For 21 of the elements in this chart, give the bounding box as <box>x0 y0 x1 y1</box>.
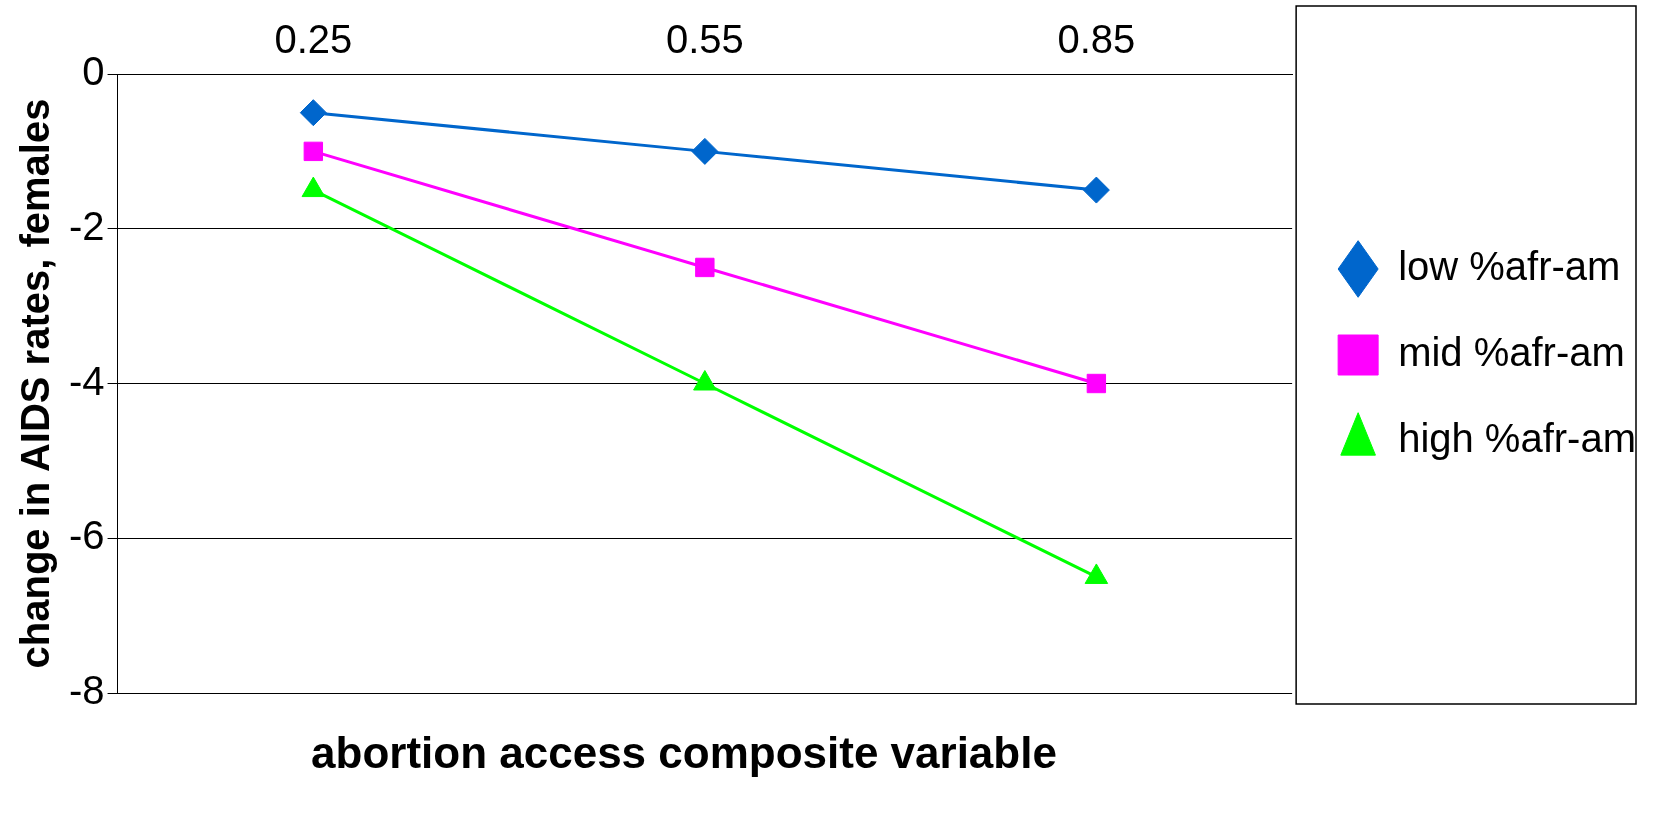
y-tick-label: 0 <box>82 49 105 94</box>
y-tick-label: -8 <box>68 668 105 713</box>
point <box>693 370 717 391</box>
y-tick-label: -6 <box>68 513 105 558</box>
legend-label: high %afr-am <box>1398 416 1636 461</box>
legend-label: mid %afr-am <box>1398 330 1625 375</box>
y-tick-label: -4 <box>68 358 105 403</box>
y-tick-label: -2 <box>68 203 105 248</box>
x-axis-title: abortion access composite variable <box>310 727 1058 779</box>
x-tick-label: 0.85 <box>1057 17 1136 62</box>
point <box>695 257 715 278</box>
y-axis-title: change in AIDS rates, females <box>13 98 58 669</box>
point <box>691 137 719 165</box>
point <box>1086 373 1107 394</box>
point <box>1082 176 1110 204</box>
point <box>303 141 324 162</box>
x-tick-label: 0.25 <box>274 17 353 62</box>
legend-label: low %afr-am <box>1398 244 1621 289</box>
point <box>1084 563 1109 584</box>
point <box>299 99 327 127</box>
x-tick-label: 0.55 <box>665 17 744 62</box>
